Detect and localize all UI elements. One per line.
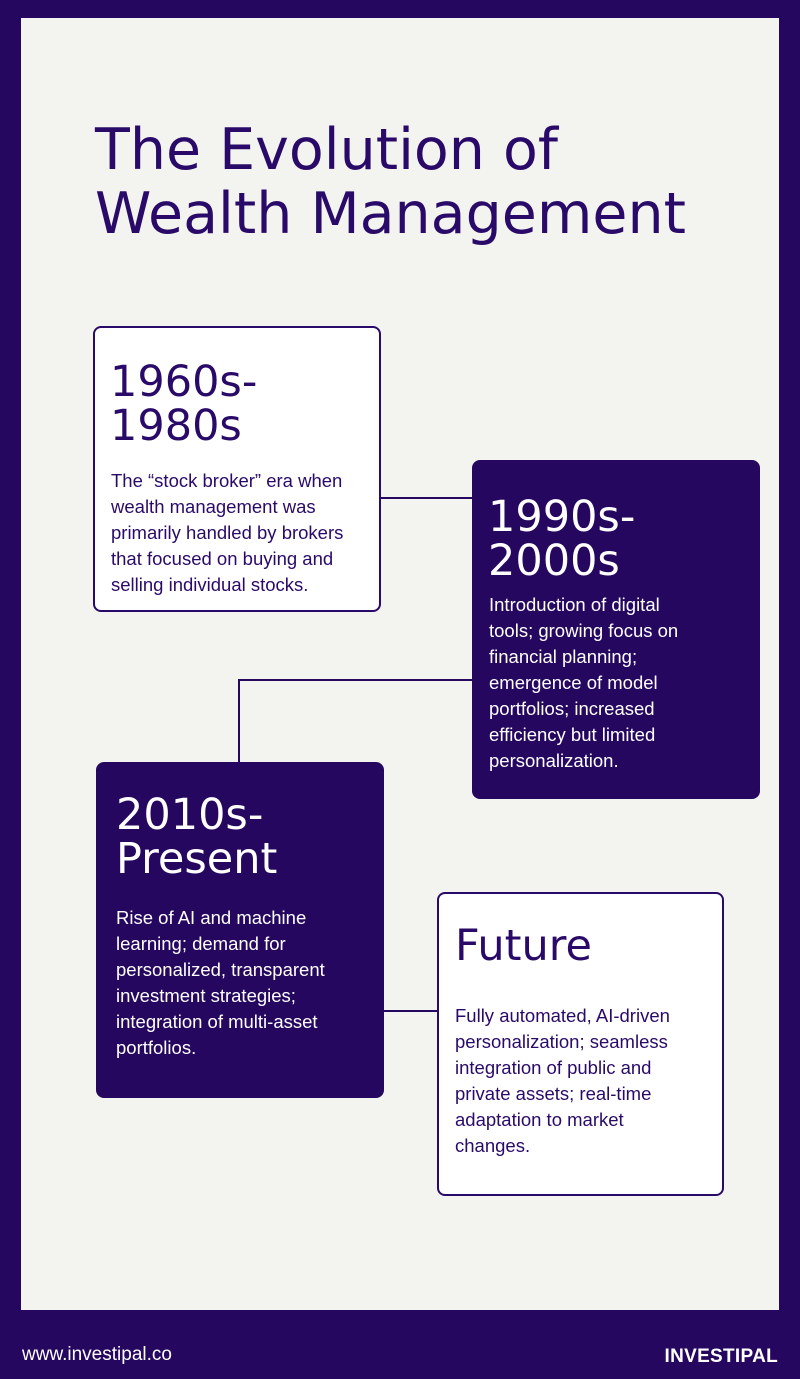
brand-logo: INVESTIPAL (664, 1346, 778, 1367)
connector-2-3-vertical (238, 679, 240, 763)
footer-website-link[interactable]: www.investipal.co (22, 1344, 172, 1365)
era-description: Rise of AI and machine learning; demand … (116, 907, 325, 1058)
era-heading: Future (455, 921, 592, 971)
timeline-card-1960s: 1960s- 1980s The “stock broker” era when… (93, 326, 381, 612)
title-line-1: The Evolution of (95, 117, 558, 183)
timeline-card-1990s: 1990s- 2000s Introduction of digital too… (472, 460, 760, 799)
timeline-card-2010s: 2010s- Present Rise of AI and machine le… (96, 762, 384, 1098)
connector-2-3-horizontal (239, 679, 473, 681)
era-heading: 1990s- 2000s (488, 492, 636, 586)
era-description: The “stock broker” era when wealth manag… (111, 470, 344, 595)
era-heading: 1960s- 1980s (110, 357, 258, 451)
page-title: The Evolution of Wealth Management (95, 118, 686, 246)
timeline-card-future: Future Fully automated, AI-driven person… (437, 892, 724, 1196)
era-description: Fully automated, AI-driven personalizati… (455, 1005, 670, 1156)
title-line-2: Wealth Management (95, 181, 686, 247)
era-description: Introduction of digital tools; growing f… (489, 594, 679, 771)
connector-1-2 (380, 497, 473, 499)
connector-3-4 (383, 1010, 438, 1012)
era-heading: 2010s- Present (116, 790, 278, 884)
